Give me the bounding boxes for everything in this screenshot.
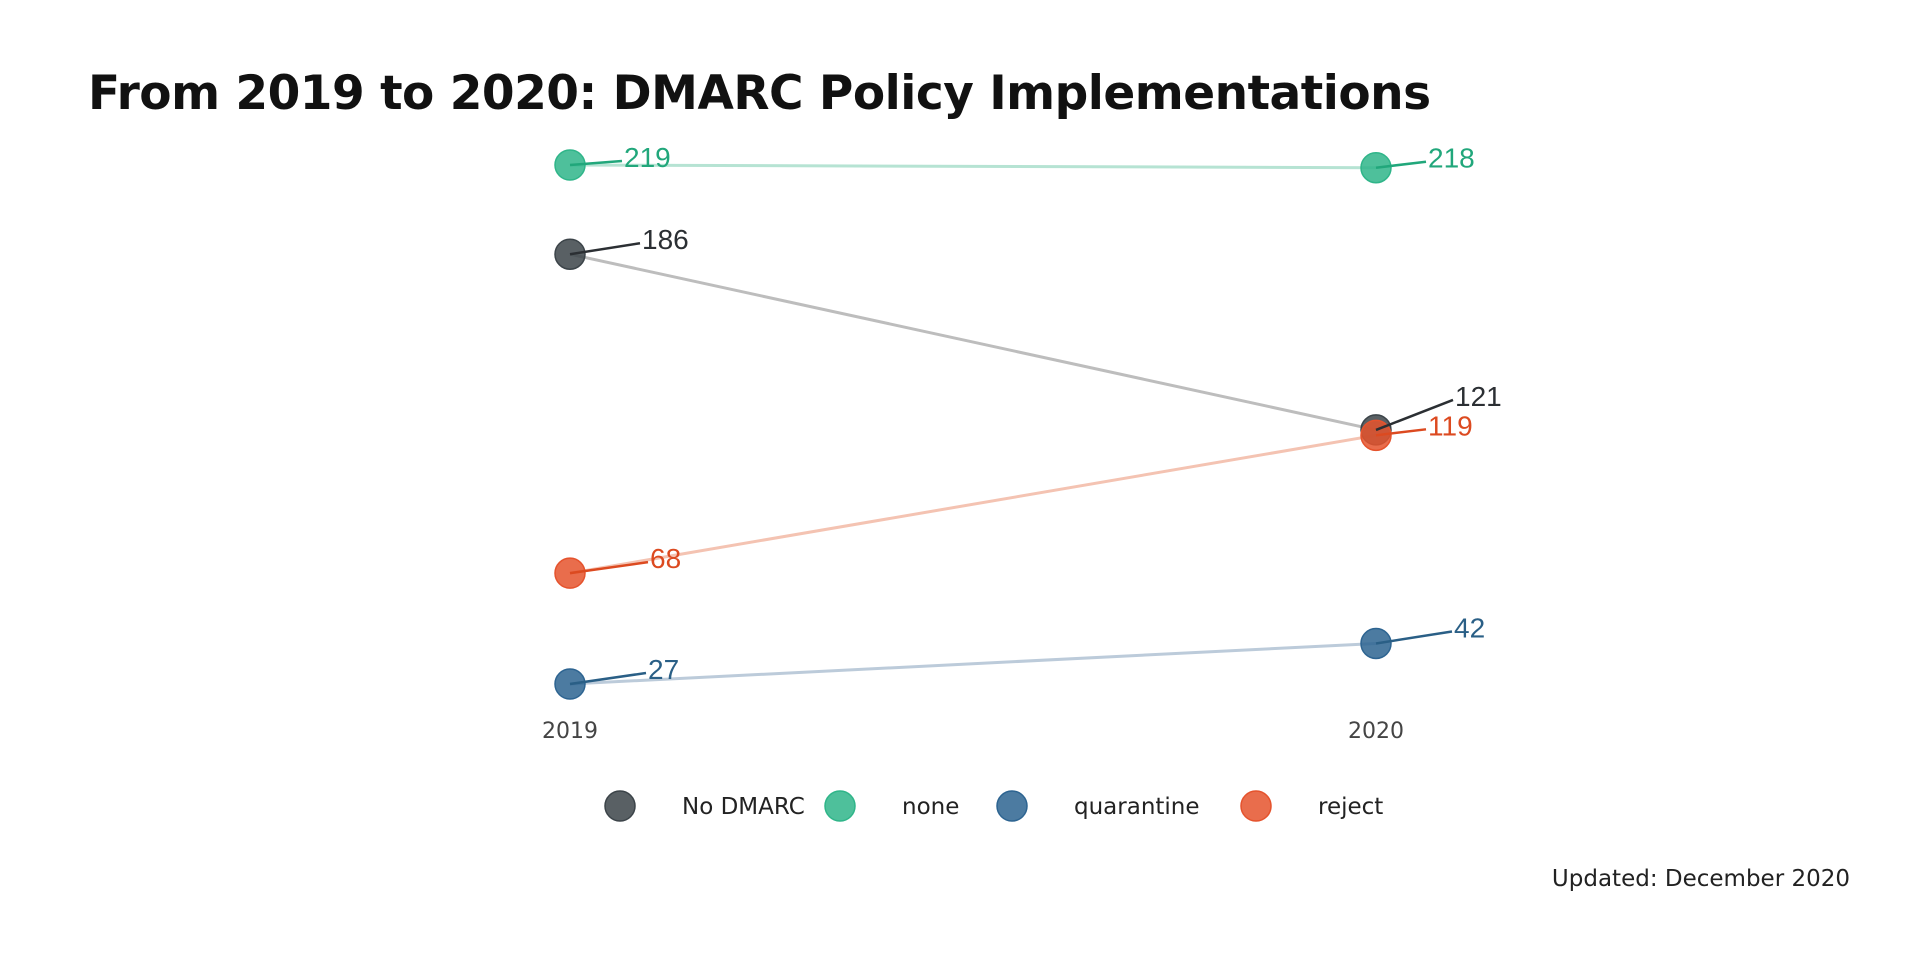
legend: No DMARC none quarantine reject bbox=[604, 790, 1383, 822]
legend-label-no-dmarc: No DMARC bbox=[682, 794, 805, 820]
chart-title: From 2019 to 2020: DMARC Policy Implemen… bbox=[88, 66, 1431, 121]
label-leader-none-2019 bbox=[569, 159, 623, 167]
legend-key-no-dmarc bbox=[604, 790, 636, 822]
series-lines bbox=[569, 163, 1377, 686]
data-label-none-2020: 218 bbox=[1428, 143, 1475, 174]
data-label-no-dmarc-2020: 121 bbox=[1455, 381, 1502, 412]
series-line-quarantine bbox=[569, 641, 1377, 686]
legend-label-reject: reject bbox=[1318, 794, 1383, 820]
x-tick-label-2020: 2020 bbox=[1348, 719, 1404, 744]
data-label-none-2019: 219 bbox=[624, 142, 671, 173]
label-leader-reject-2019 bbox=[569, 560, 649, 575]
data-label-reject-2020: 119 bbox=[1428, 410, 1473, 441]
x-tick-label-2019: 2019 bbox=[542, 719, 598, 744]
label-leader-no-dmarc-2020 bbox=[1375, 398, 1454, 432]
data-label-no-dmarc-2019: 186 bbox=[642, 224, 689, 255]
data-label-quarantine-2020: 42 bbox=[1454, 612, 1485, 643]
label-leader-quarantine-2020 bbox=[1375, 630, 1453, 645]
label-leader-quarantine-2019 bbox=[569, 671, 647, 686]
updated-caption: Updated: December 2020 bbox=[1551, 866, 1850, 892]
data-labels: 186 121 219 218 27 42 68 119 bbox=[569, 142, 1502, 686]
series-line-no-dmarc bbox=[569, 252, 1377, 432]
legend-label-quarantine: quarantine bbox=[1074, 794, 1200, 820]
x-axis: 2019 2020 bbox=[542, 719, 1404, 744]
data-label-quarantine-2019: 27 bbox=[648, 654, 679, 685]
legend-key-reject bbox=[1240, 790, 1272, 822]
data-label-reject-2019: 68 bbox=[650, 543, 681, 574]
label-leader-no-dmarc-2019 bbox=[569, 241, 641, 256]
label-leader-reject-2020 bbox=[1375, 428, 1427, 437]
legend-key-quarantine bbox=[996, 790, 1028, 822]
label-leader-none-2020 bbox=[1375, 160, 1427, 169]
series-line-reject bbox=[569, 433, 1377, 575]
legend-key-none bbox=[824, 790, 856, 822]
series-line-none bbox=[569, 163, 1377, 170]
legend-label-none: none bbox=[902, 794, 959, 820]
